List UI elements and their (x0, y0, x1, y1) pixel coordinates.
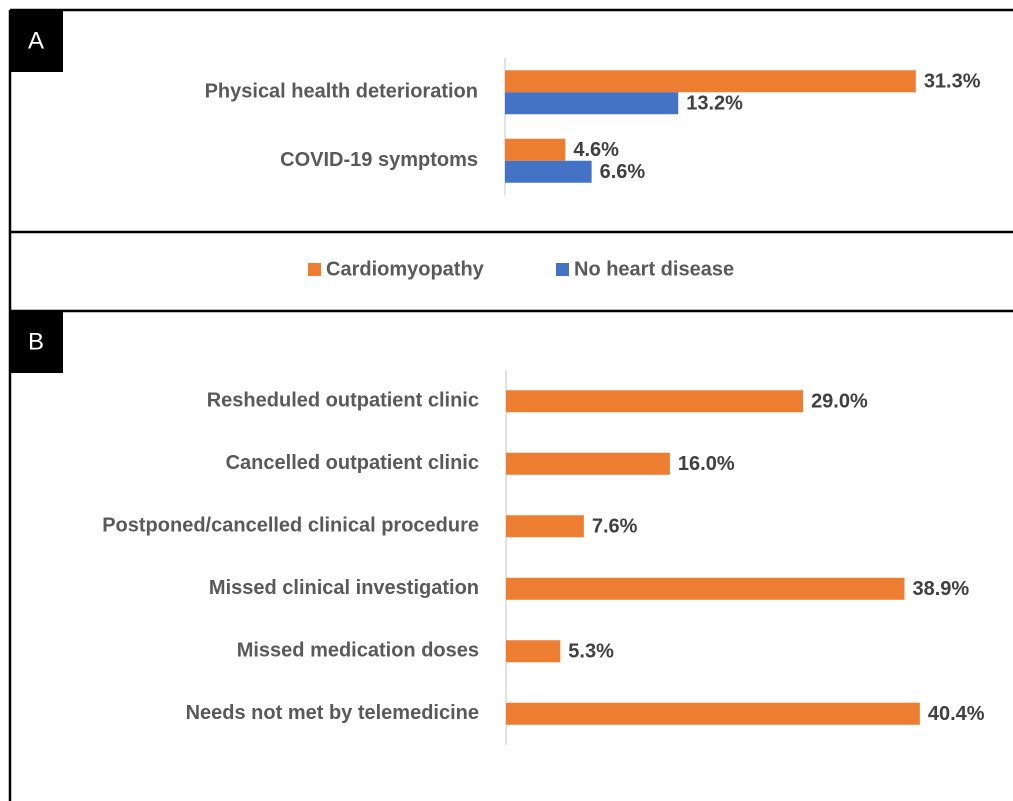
value-label: 38.9% (912, 578, 969, 600)
panel-label: A (28, 27, 44, 54)
value-label: 7.6% (592, 516, 638, 538)
bar (506, 390, 804, 413)
category-label: Cancelled outpatient clinic (226, 452, 479, 474)
value-label: 6.6% (600, 161, 646, 183)
value-label: 13.2% (686, 93, 743, 115)
bar (506, 640, 561, 663)
bar (505, 92, 679, 115)
panel-badge (10, 311, 63, 373)
bar (506, 515, 584, 538)
value-label: 29.0% (811, 391, 868, 413)
legend-label: Cardiomyopathy (326, 258, 485, 280)
bar (505, 70, 916, 93)
category-label: Missed clinical investigation (209, 577, 479, 599)
category-label: Postponed/cancelled clinical procedure (102, 515, 479, 537)
panel-badge (10, 10, 63, 72)
category-label: Physical health deterioration (205, 81, 478, 103)
value-label: 16.0% (678, 453, 735, 475)
bar (505, 138, 566, 161)
legend-label: No heart disease (574, 258, 734, 280)
value-label: 40.4% (928, 703, 985, 725)
legend-swatch (556, 263, 569, 276)
value-label: 31.3% (924, 71, 981, 93)
category-label: COVID-19 symptoms (280, 149, 478, 171)
bar (505, 160, 592, 183)
category-label: Needs not met by telemedicine (186, 702, 479, 724)
category-label: Resheduled outpatient clinic (207, 390, 479, 412)
value-label: 4.6% (573, 139, 619, 161)
bar (506, 702, 920, 725)
bar (506, 452, 670, 475)
value-label: 5.3% (568, 641, 614, 663)
category-label: Missed medication doses (237, 640, 479, 662)
panel-label: B (28, 328, 44, 355)
legend-swatch (308, 263, 321, 276)
bar (506, 577, 905, 600)
